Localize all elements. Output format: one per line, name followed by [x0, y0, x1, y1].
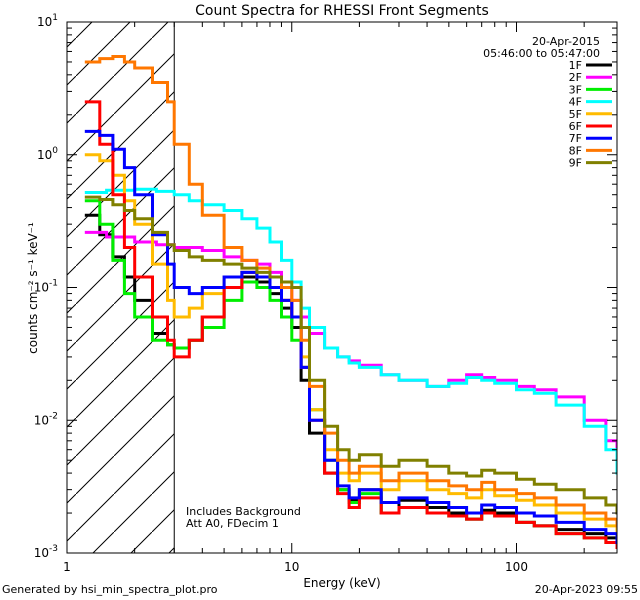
annotation-attenuator: Att A0, FDecim 1	[186, 517, 279, 530]
legend-label-9F: 9F	[569, 157, 582, 170]
legend-label-7F: 7F	[569, 132, 582, 145]
legend-time-range: 05:46:00 to 05:47:00	[483, 47, 600, 60]
series-4F-line	[84, 187, 617, 475]
y-tick-label: 10-2	[34, 411, 58, 427]
y-tick-label: 101	[37, 13, 58, 29]
footer-timestamp: 20-Apr-2023 09:55	[534, 583, 638, 596]
series-7F-line	[84, 129, 617, 544]
footer-generator: Generated by hsi_min_spectra_plot.pro	[2, 583, 218, 596]
y-tick-label: 10-1	[34, 279, 58, 295]
chart-title: Count Spectra for RHESSI Front Segments	[195, 3, 489, 19]
series-layer	[84, 55, 617, 549]
y-axis-label: counts cm⁻² s⁻¹ keV⁻¹	[26, 222, 40, 354]
series-9F-line	[84, 195, 617, 515]
legend-label-2F: 2F	[569, 71, 582, 84]
x-tick-label: 100	[505, 560, 528, 574]
axis-layer: 1 10 100 10-3 10-2 10-1 100 101	[34, 13, 617, 574]
y-tick-label: 100	[37, 146, 58, 162]
legend-label-8F: 8F	[569, 144, 582, 157]
y-tick-label: 10-3	[34, 544, 58, 560]
x-tick-label: 10	[284, 560, 299, 574]
legend-date: 20-Apr-2015	[532, 35, 600, 48]
hatched-region	[67, 22, 175, 553]
legend-label-6F: 6F	[569, 120, 582, 133]
legend-label-5F: 5F	[569, 108, 582, 121]
annotation-background: Includes Background	[186, 505, 301, 518]
legend-label-4F: 4F	[569, 96, 582, 109]
legend-label-3F: 3F	[569, 83, 582, 96]
legend-label-1F: 1F	[569, 59, 582, 72]
legend: 20-Apr-2015 05:46:00 to 05:47:00 1F2F3F4…	[483, 35, 612, 170]
series-8F-line	[84, 55, 617, 528]
x-axis-label: Energy (keV)	[303, 576, 380, 590]
series-5F-line	[84, 153, 617, 536]
x-tick-label: 1	[63, 560, 71, 574]
